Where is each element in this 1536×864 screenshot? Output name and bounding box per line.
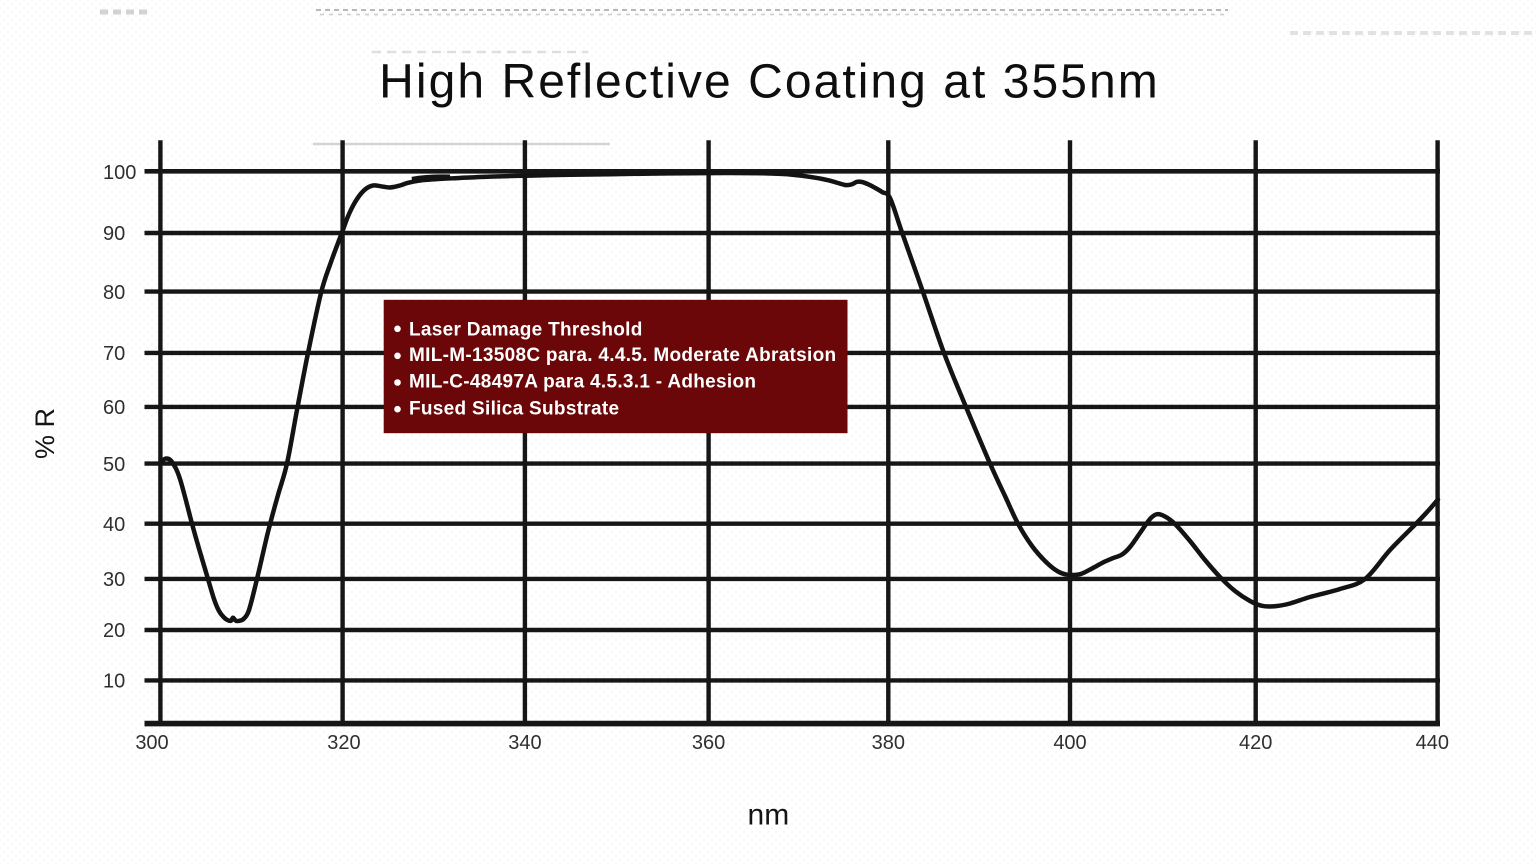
svg-text:70: 70 [103,343,125,365]
svg-text:Laser Damage Threshold: Laser Damage Threshold [409,320,643,341]
svg-text:90: 90 [103,223,125,245]
svg-text:40: 40 [103,514,125,536]
svg-text:% R: % R [30,408,60,459]
svg-text:MIL-M-13508C para. 4.4.5. Mode: MIL-M-13508C para. 4.4.5. Moderate Abrat… [409,345,836,366]
svg-text:MIL-C-48497A para 4.5.3.1 - Ad: MIL-C-48497A para 4.5.3.1 - Adhesion [409,372,756,393]
svg-text:Fused Silica Substrate: Fused Silica Substrate [409,398,619,419]
svg-text:nm: nm [748,799,790,832]
svg-text:340: 340 [508,732,541,754]
svg-text:80: 80 [103,282,125,304]
svg-text:High Reflective Coating at 355: High Reflective Coating at 355nm [379,56,1160,109]
svg-text:30: 30 [103,569,125,591]
svg-text:380: 380 [872,732,905,754]
svg-text:10: 10 [103,671,125,693]
svg-text:20: 20 [103,620,125,642]
svg-text:360: 360 [692,732,725,754]
svg-text:320: 320 [327,732,360,754]
svg-text:50: 50 [103,454,125,476]
svg-text:100: 100 [103,162,136,184]
svg-text:60: 60 [103,397,125,419]
svg-text:420: 420 [1239,732,1272,754]
svg-text:300: 300 [135,732,168,754]
svg-text:400: 400 [1053,732,1086,754]
svg-text:440: 440 [1416,732,1449,754]
